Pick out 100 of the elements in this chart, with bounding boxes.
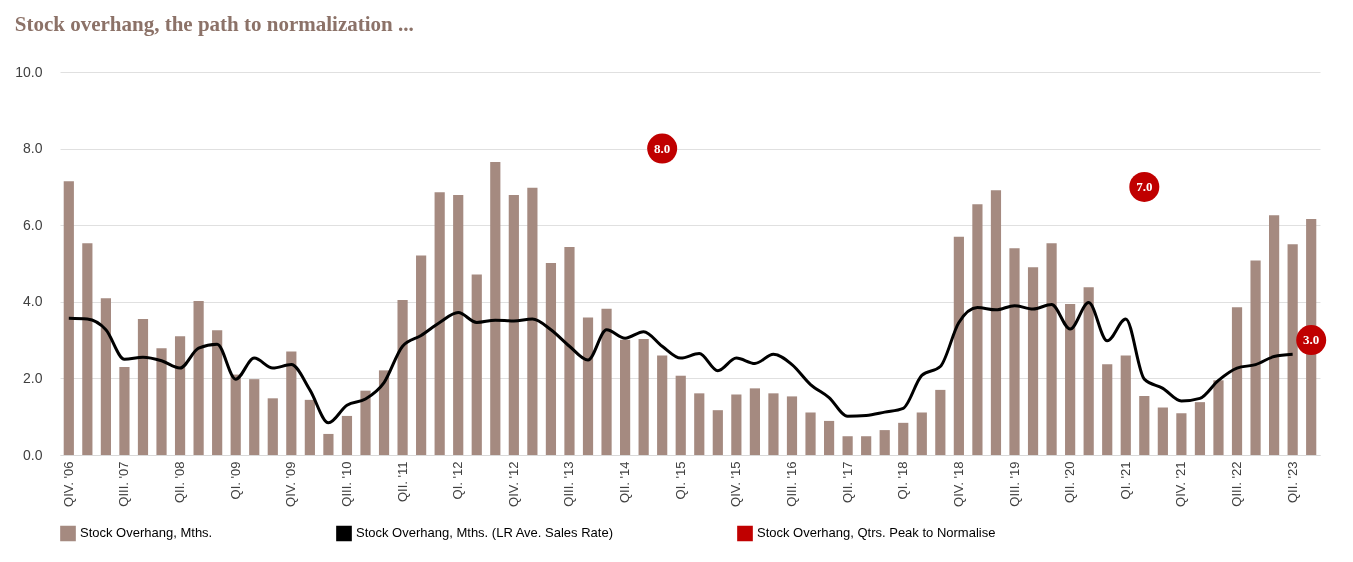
bar	[267, 398, 278, 455]
x-tick-label: QIV. '21	[1173, 461, 1189, 507]
bar	[953, 236, 964, 455]
bar	[564, 247, 575, 455]
bar	[1176, 413, 1187, 455]
bar	[490, 162, 501, 455]
bar	[397, 299, 408, 455]
x-tick-label: QII. '11	[394, 461, 410, 503]
bar	[842, 436, 853, 455]
bar	[341, 415, 353, 455]
x-tick-label: QIV. '09	[283, 461, 299, 507]
bar	[712, 410, 723, 455]
x-tick-label: QI. '18	[895, 461, 911, 500]
x-tick-label: QIII. '22	[1229, 461, 1245, 507]
bar	[1102, 364, 1113, 455]
bar	[434, 192, 445, 455]
bar	[1009, 248, 1020, 455]
chart-title: Stock overhang, the path to normalization ...	[14, 12, 414, 36]
bar	[620, 339, 631, 455]
bar	[286, 351, 297, 455]
bar	[861, 436, 872, 455]
x-tick-label: QII. '20	[1062, 461, 1078, 504]
x-tick-label: QIV. '15	[728, 461, 744, 507]
bar	[63, 181, 74, 455]
bar	[657, 355, 668, 455]
x-tick-label: QIII. '19	[1006, 461, 1022, 507]
bar	[582, 317, 594, 455]
x-tick-label: QIII. '16	[783, 461, 799, 507]
data-label: 3.0	[1303, 332, 1320, 348]
legend-label: Stock Overhang, Mths.	[80, 525, 213, 541]
x-tick-label: QI. '09	[227, 461, 243, 500]
x-tick-label: QIV. '18	[950, 461, 966, 507]
bar	[453, 194, 464, 455]
bar	[1269, 215, 1280, 455]
bar	[119, 366, 130, 455]
bar	[82, 243, 93, 455]
bar	[471, 274, 482, 455]
bar	[100, 298, 111, 455]
x-tick-label: QIII. '10	[338, 461, 354, 507]
bar	[972, 204, 983, 455]
x-tick-label: QI. '21	[1117, 461, 1133, 500]
x-tick-label: QIII. '13	[561, 461, 577, 507]
bar	[601, 308, 612, 455]
x-tick-label: QIV. '06	[60, 461, 76, 507]
x-tick-label: QII. '23	[1284, 461, 1300, 504]
bar	[749, 388, 760, 455]
bar	[694, 393, 705, 455]
bar	[935, 389, 946, 455]
bar	[323, 433, 334, 455]
bar	[1046, 243, 1057, 455]
bar	[230, 374, 241, 455]
bar	[527, 187, 538, 455]
bar	[1157, 407, 1168, 455]
bar	[805, 412, 816, 455]
legend-label: Stock Overhang, Mths. (LR Ave. Sales Rate)	[356, 525, 613, 541]
bar	[416, 255, 427, 455]
bar	[990, 190, 1002, 455]
bar	[768, 393, 779, 455]
bar	[360, 390, 371, 455]
bar	[304, 399, 315, 455]
bar	[1287, 244, 1298, 455]
bar	[823, 420, 835, 455]
bar	[638, 338, 649, 455]
x-tick-label: QII. '14	[617, 461, 633, 504]
bar	[1139, 396, 1150, 455]
bar	[156, 348, 167, 455]
bar	[1027, 267, 1039, 455]
bar	[675, 375, 686, 455]
bar	[193, 301, 204, 455]
y-tick-label: 6.0	[23, 216, 43, 233]
bar	[174, 336, 186, 455]
bar	[786, 396, 798, 455]
bar	[137, 319, 149, 455]
bar	[898, 422, 909, 455]
bar	[916, 412, 927, 455]
bar	[1120, 355, 1131, 455]
legend-label: Stock Overhang, Qtrs. Peak to Normalise	[757, 525, 996, 541]
bar	[1065, 304, 1076, 455]
x-tick-label: QII. '17	[839, 461, 855, 504]
bar	[1194, 402, 1206, 455]
y-tick-label: 0.0	[23, 446, 43, 463]
bar	[879, 430, 890, 455]
bar	[731, 394, 742, 455]
data-label: 7.0	[1136, 178, 1153, 194]
bar	[249, 379, 260, 455]
bar	[1231, 307, 1243, 455]
x-tick-label: QI. '15	[672, 461, 688, 500]
x-tick-label: QI. '12	[450, 461, 466, 500]
bar	[1250, 260, 1261, 455]
bar	[212, 330, 223, 455]
bar	[1213, 380, 1224, 455]
bar	[508, 194, 519, 455]
y-tick-label: 2.0	[23, 369, 43, 386]
x-tick-label: QIII. '07	[116, 461, 132, 507]
x-tick-label: QII. '08	[172, 461, 188, 504]
y-tick-label: 8.0	[23, 140, 43, 157]
y-tick-label: 4.0	[23, 293, 43, 310]
data-label: 8.0	[654, 140, 671, 156]
bar	[378, 370, 390, 455]
bar	[545, 263, 557, 455]
